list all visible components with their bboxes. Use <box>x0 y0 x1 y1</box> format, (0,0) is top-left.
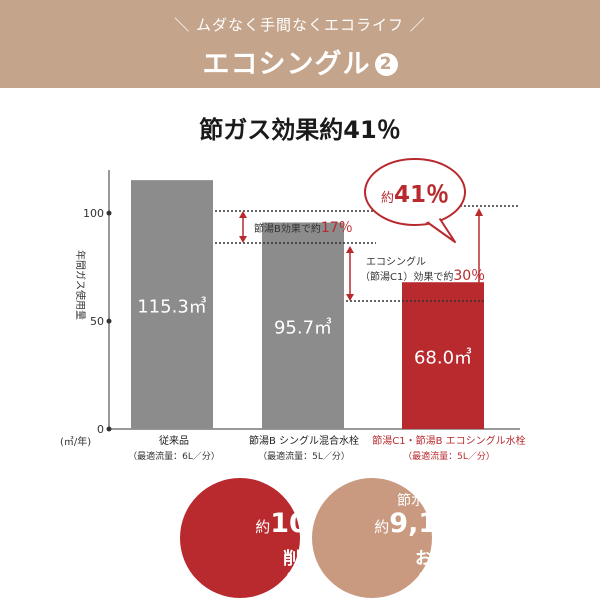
callout-bubble: 約41％ <box>364 158 466 243</box>
y-tick-mark <box>106 426 112 432</box>
cost-value: 9,100 <box>389 508 475 539</box>
bar-chart: 年間ガス使用量 (㎥/年) 0 50 100 115.3㎥ 95.7㎥ 68.0㎥ 節湯… <box>60 158 526 462</box>
product-name: エコシングル 2 <box>0 42 600 81</box>
annotation-30-text2: （節湯C1）効果で約 <box>360 270 453 283</box>
cost-prefix: 約 <box>374 518 390 536</box>
annotation-17: 節湯B効果で約17％ <box>215 210 376 244</box>
callout-pct: 41％ <box>394 182 449 208</box>
x-category-label: 節湯B シングル混合水栓 <box>249 434 359 447</box>
annotation-17-pct: 17％ <box>321 220 353 236</box>
annotation-17-text: 節湯B効果で約 <box>254 222 321 235</box>
co2-line1: CO₂ <box>286 490 314 506</box>
cost-unit: 円 <box>474 518 490 536</box>
bar-value-label: 115.3㎥ <box>137 297 207 318</box>
bar <box>131 180 213 429</box>
co2-line3: 削減 <box>283 549 317 569</box>
bar-value-label: 95.7㎥ <box>274 318 332 339</box>
y-ticks: 0 50 100 <box>83 207 112 436</box>
number-badge: 2 <box>374 53 398 76</box>
svg-text:約41％: 約41％ <box>381 182 449 208</box>
bar <box>402 282 484 429</box>
x-category-label: 従来品 <box>159 434 189 447</box>
cost-badge: 節水・節湯 約9,100円 お得 (年間) <box>312 478 490 598</box>
annotation-30: エコシングル （節湯C1）効果で約30％ <box>346 246 485 302</box>
bar-value-label: 68.0㎥ <box>414 348 472 369</box>
x-category-sublabel: （最適流量：6L／分） <box>128 450 220 462</box>
svg-text:（節湯C1）効果で約30％: （節湯C1）効果で約30％ <box>360 268 485 284</box>
co2-line4: (年間) <box>286 572 314 583</box>
x-labels: 従来品 （最適流量：6L／分） 節湯B シングル混合水栓 （最適流量：5L／分） 節湯C… <box>128 434 526 462</box>
cost-line3: お得 <box>415 549 449 569</box>
y-tick-label: 0 <box>97 423 104 436</box>
y-axis-title: 年間ガス使用量 <box>74 250 87 320</box>
svg-text:節湯B効果で約17％: 節湯B効果で約17％ <box>254 220 353 236</box>
y-tick-mark <box>106 318 112 324</box>
header-banner: ＼ ムダなく手間なくエコライフ ／ エコシングル 2 <box>0 0 600 88</box>
annotation-30-pct: 30％ <box>453 268 485 284</box>
callout-prefix: 約 <box>381 191 394 206</box>
cost-line4: (年間) <box>418 572 446 583</box>
x-category-label: 節湯C1・節湯B エコシングル水栓 <box>372 434 525 447</box>
y-tick-label: 50 <box>90 315 104 328</box>
y-axis: 年間ガス使用量 (㎥/年) 0 50 100 <box>60 170 520 448</box>
y-tick-label: 100 <box>83 207 104 220</box>
x-category-sublabel: （最適流量：5L／分） <box>403 450 495 462</box>
x-category-sublabel: （最適流量：5L／分） <box>258 450 350 462</box>
cost-line1: 節水・節湯 <box>397 493 467 509</box>
annotation-41: 約41％ <box>364 158 520 299</box>
bar <box>262 222 344 429</box>
co2-prefix: 約 <box>255 518 271 536</box>
bars: 115.3㎥ 95.7㎥ 68.0㎥ <box>131 180 484 429</box>
y-tick-mark <box>106 210 112 216</box>
y-axis-unit: (㎥/年) <box>60 435 91 448</box>
product-label: エコシングル <box>202 49 371 80</box>
chart-title: 節ガス効果約41％ <box>199 116 401 144</box>
annotation-30-text1: エコシングル <box>366 255 426 268</box>
tagline: ＼ ムダなく手間なくエコライフ ／ <box>174 16 426 34</box>
co2-badge: CO₂ 約108kg 削減 (年間) <box>180 478 345 598</box>
cost-line2: 約9,100円 <box>372 508 492 539</box>
